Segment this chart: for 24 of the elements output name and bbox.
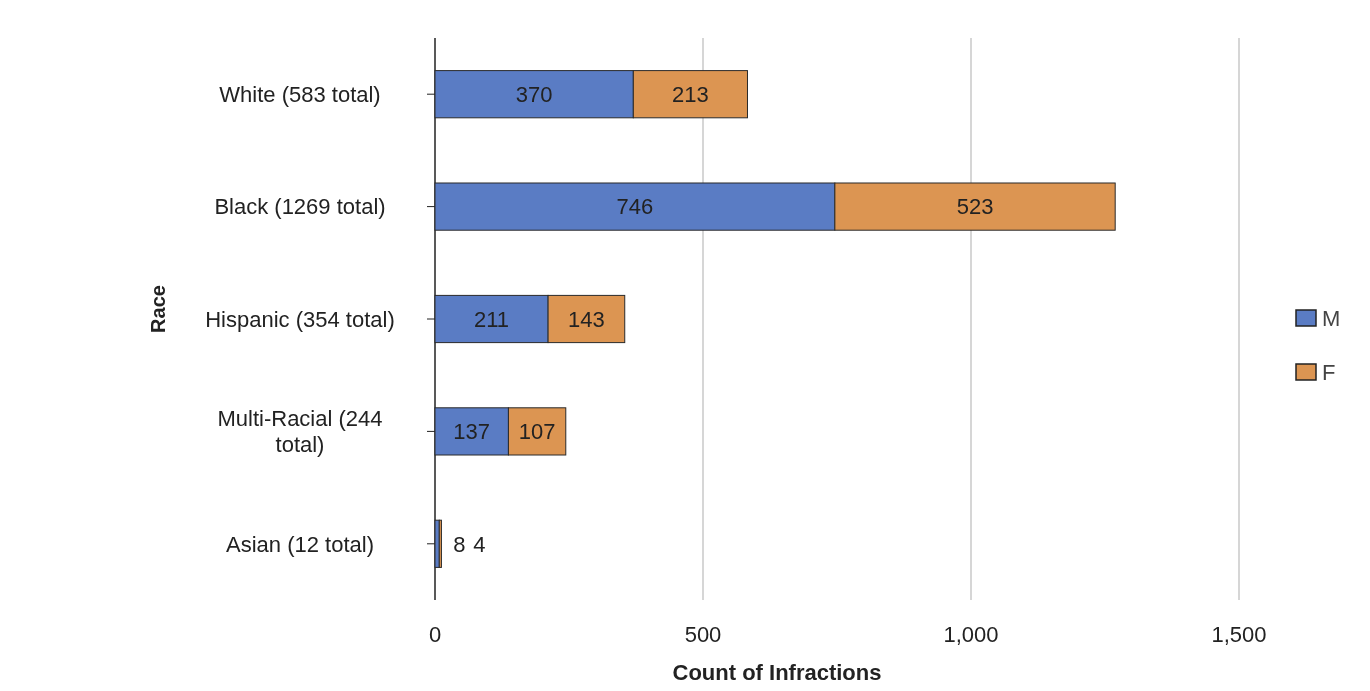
y-tick-label: Hispanic (354 total) (205, 306, 395, 332)
bar (438, 519, 442, 568)
legend-label: M (1322, 305, 1341, 331)
x-tick-label: 1,500 (1211, 622, 1267, 647)
data-label: 107 (518, 419, 556, 445)
x-axis-title: Count of Infractions (672, 660, 882, 685)
data-label: 523 (956, 194, 994, 220)
data-label: 211 (474, 306, 510, 332)
data-label: 8 (453, 531, 466, 557)
x-tick-label: 1,000 (943, 622, 999, 647)
y-tick-label: Black (1269 total) (214, 194, 386, 220)
y-axis-title: Race (147, 285, 169, 333)
data-label: 746 (616, 194, 654, 220)
data-label: 143 (568, 306, 605, 332)
data-label: 137 (453, 419, 491, 445)
legend-label: F (1322, 359, 1336, 385)
x-tick-label: 500 (684, 622, 722, 647)
y-tick-label: Asian (12 total) (226, 531, 374, 557)
y-tick-label: White (583 total) (219, 81, 381, 107)
y-tick-label: Multi-Racial (244 total) (217, 405, 383, 458)
data-label: 213 (672, 81, 709, 107)
data-label: 370 (515, 81, 553, 107)
x-tick-label: 0 (428, 622, 442, 647)
data-label: 4 (473, 531, 486, 557)
